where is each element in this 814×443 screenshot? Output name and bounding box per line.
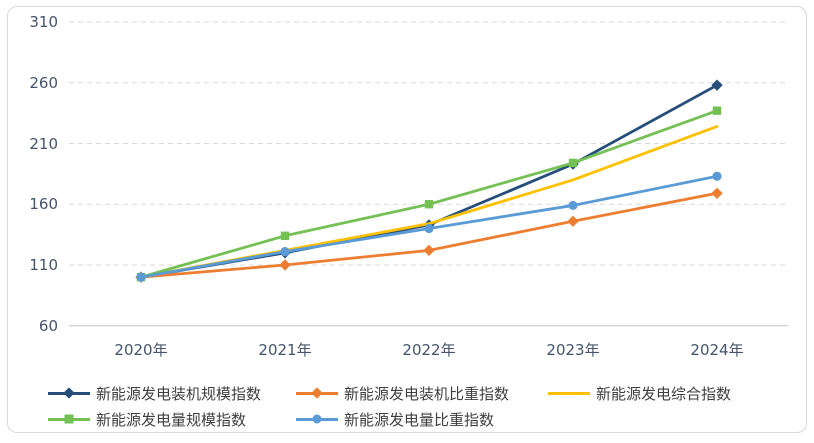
legend-label: 新能源发电装机比重指数	[344, 384, 510, 403]
y-tick-label: 110	[29, 256, 58, 274]
legend-line-sample	[48, 414, 90, 424]
y-tick-label: 60	[38, 317, 58, 335]
x-tick-label: 2024年	[690, 341, 744, 359]
square-marker-icon	[64, 414, 74, 424]
legend-item-installed-capacity-scale-index: 新能源发电装机规模指数	[48, 384, 262, 403]
diamond-marker-icon	[311, 387, 323, 399]
x-tick-label: 2021年	[258, 341, 312, 359]
x-tick-label: 2022年	[402, 341, 456, 359]
y-tick-label: 160	[29, 195, 58, 213]
legend-item-generation-scale-index: 新能源发电量规模指数	[48, 410, 247, 429]
y-tick-label: 210	[29, 135, 58, 153]
legend-line-sample	[296, 387, 338, 399]
legend-label: 新能源发电量比重指数	[344, 410, 495, 429]
y-tick-label: 310	[29, 13, 58, 31]
legend-label: 新能源发电量规模指数	[96, 410, 247, 429]
chart-frame-border	[7, 6, 807, 433]
y-tick-label: 260	[29, 74, 58, 92]
legend-label: 新能源发电综合指数	[596, 384, 732, 403]
legend-item-generation-share-index: 新能源发电量比重指数	[296, 410, 495, 429]
diamond-marker-icon	[63, 387, 75, 399]
legend-line-sample	[48, 387, 90, 399]
legend-item-installed-capacity-share-index: 新能源发电装机比重指数	[296, 384, 510, 403]
legend-line-sample	[548, 391, 590, 395]
legend-item-composite-index: 新能源发电综合指数	[548, 384, 732, 403]
x-tick-label: 2023年	[546, 341, 600, 359]
legend-line-sample	[296, 414, 338, 424]
legend-label: 新能源发电装机规模指数	[96, 384, 262, 403]
x-tick-label: 2020年	[114, 341, 168, 359]
circle-marker-icon	[312, 414, 322, 424]
